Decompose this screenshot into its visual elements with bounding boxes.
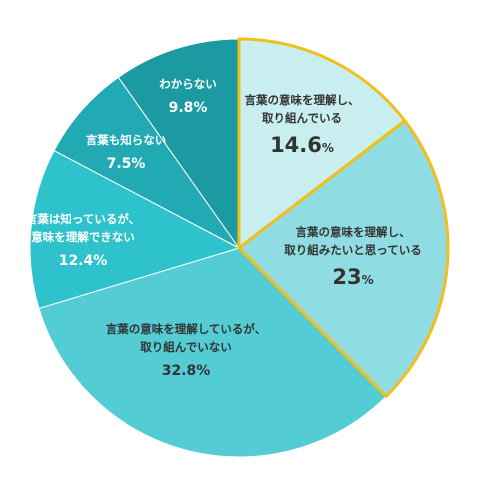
- slice-label-line: 取り組みたいと思っている: [284, 243, 421, 257]
- pie-slice-6: [117, 38, 240, 250]
- pie-slice-3: [38, 247, 387, 458]
- slice-value: 32.8%: [162, 363, 211, 379]
- highlight-outlines: [237, 37, 450, 398]
- slice-label-line: わからない: [159, 77, 217, 91]
- pie-slice-5: [53, 76, 240, 249]
- slice-label-line: 取り組んでいる: [262, 111, 342, 125]
- slice-value: 7.5%: [107, 156, 146, 172]
- slice-label-line: 言葉の意味を理解しているが、: [106, 322, 266, 336]
- pie-slice-2-highlight: [237, 119, 450, 398]
- slice-label-4: 言葉は知っているが、意味を理解できない 12.4%: [26, 212, 140, 269]
- slice-value: 12.4%: [59, 253, 108, 269]
- pie-slice-4: [29, 149, 241, 310]
- slice-label-line: 言葉は知っているが、: [26, 212, 140, 226]
- slice-label-3: 言葉の意味を理解しているが、取り組んでいない 32.8%: [106, 322, 266, 379]
- slice-label-6: わからない 9.8%: [159, 77, 217, 116]
- slice-label-line: 言葉も知らない: [86, 133, 167, 147]
- slice-label-line: 取り組んでいない: [140, 340, 231, 354]
- slice-labels: 言葉の意味を理解し、取り組んでいる14.6%言葉の意味を理解し、取り組みたいと思…: [26, 77, 422, 379]
- slice-label-line: 意味を理解できない: [31, 230, 135, 244]
- slice-label-5: 言葉も知らない 7.5%: [86, 133, 167, 172]
- pie-slice-1-highlight: [237, 37, 407, 250]
- slice-value-unit: %: [362, 273, 374, 287]
- slice-value-unit: %: [322, 141, 334, 155]
- slice-value: 9.8%: [169, 100, 208, 116]
- slice-label-line: 言葉の意味を理解し、: [245, 93, 360, 107]
- slices: [29, 38, 449, 458]
- slice-label-line: 言葉の意味を理解し、: [296, 225, 411, 239]
